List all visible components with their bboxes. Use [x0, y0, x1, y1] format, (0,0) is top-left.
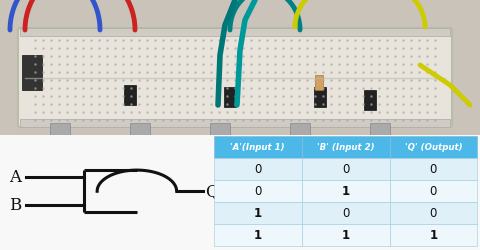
Text: 'Q' (Output): 'Q' (Output): [405, 142, 462, 152]
Bar: [214, 180, 302, 202]
Bar: [214, 224, 302, 246]
Bar: [302, 180, 389, 202]
Text: 'B' (Input 2): 'B' (Input 2): [317, 142, 374, 152]
Bar: [290, 123, 310, 135]
Text: 0: 0: [342, 207, 349, 220]
Bar: [130, 123, 150, 135]
Text: 1: 1: [342, 229, 349, 242]
Bar: [124, 85, 136, 105]
Text: 0: 0: [430, 207, 437, 220]
Bar: [20, 28, 450, 36]
Bar: [389, 136, 477, 158]
Bar: [214, 136, 302, 158]
Bar: [314, 87, 326, 107]
Text: B: B: [9, 197, 22, 214]
Bar: [214, 158, 302, 180]
Bar: [302, 224, 389, 246]
Bar: [364, 90, 376, 110]
Bar: [210, 123, 230, 135]
Text: 1: 1: [342, 185, 349, 198]
Bar: [389, 180, 477, 202]
Bar: [315, 75, 323, 90]
Text: A: A: [10, 169, 22, 186]
Bar: [302, 136, 389, 158]
Bar: [302, 202, 389, 224]
FancyBboxPatch shape: [18, 28, 452, 127]
Bar: [302, 158, 389, 180]
Text: 0: 0: [254, 185, 262, 198]
Text: 0: 0: [254, 163, 262, 176]
Text: 1: 1: [254, 207, 262, 220]
Bar: [214, 202, 302, 224]
Bar: [50, 123, 70, 135]
Bar: [20, 119, 450, 127]
Bar: [389, 224, 477, 246]
Bar: [389, 158, 477, 180]
Text: Q: Q: [205, 183, 219, 200]
Bar: [389, 202, 477, 224]
Bar: [370, 123, 390, 135]
Text: 'A'(Input 1): 'A'(Input 1): [230, 142, 285, 152]
Text: 0: 0: [342, 163, 349, 176]
Text: 0: 0: [430, 185, 437, 198]
Text: 1: 1: [254, 229, 262, 242]
Text: 1: 1: [429, 229, 437, 242]
Bar: [224, 87, 236, 107]
Bar: [22, 55, 42, 90]
Text: 0: 0: [430, 163, 437, 176]
